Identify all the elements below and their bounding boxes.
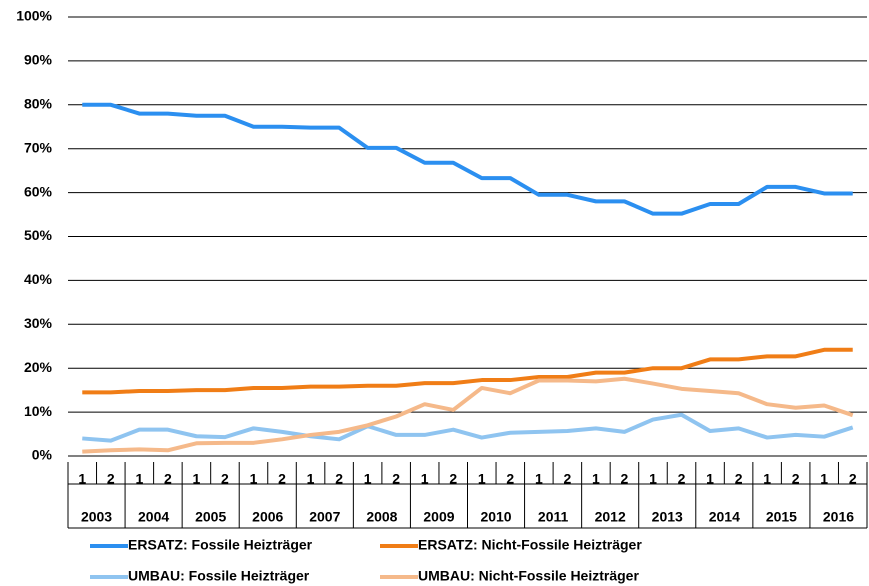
series-line — [82, 102, 853, 216]
x-tick-label: 2 — [563, 471, 571, 487]
x-tick-label: 2 — [506, 471, 514, 487]
legend-label: ERSATZ: Nicht-Fossile Heizträger — [418, 537, 642, 553]
year-label: 2007 — [309, 509, 340, 525]
year-label: 2013 — [652, 509, 683, 525]
legend-label: ERSATZ: Fossile Heizträger — [128, 537, 313, 553]
x-tick-label: 1 — [135, 471, 143, 487]
x-tick-label: 2 — [449, 471, 457, 487]
x-tick-label: 1 — [592, 471, 600, 487]
year-label: 2014 — [709, 509, 740, 525]
x-tick-label: 1 — [535, 471, 543, 487]
x-tick-label: 2 — [107, 471, 115, 487]
x-tick-label: 2 — [221, 471, 229, 487]
y-tick-label: 40% — [24, 271, 53, 287]
x-tick-label: 1 — [250, 471, 258, 487]
x-tick-label: 2 — [164, 471, 172, 487]
x-tick-label: 1 — [763, 471, 771, 487]
series-line — [82, 347, 853, 395]
x-tick-label: 1 — [649, 471, 657, 487]
legend-label: UMBAU: Fossile Heizträger — [128, 568, 310, 584]
series-line — [82, 376, 854, 454]
x-tick-label: 1 — [478, 471, 486, 487]
y-tick-label: 10% — [24, 403, 53, 419]
year-label: 2016 — [823, 509, 854, 525]
year-label: 2011 — [538, 509, 569, 525]
x-tick-label: 2 — [678, 471, 686, 487]
year-label: 2008 — [366, 509, 397, 525]
x-tick-label: 2 — [335, 471, 343, 487]
y-tick-label: 60% — [24, 183, 53, 199]
x-tick-label: 1 — [706, 471, 714, 487]
y-tick-label: 70% — [24, 139, 53, 155]
year-label: 2015 — [766, 509, 797, 525]
series-line — [82, 412, 854, 443]
x-tick-label: 2 — [735, 471, 743, 487]
year-label: 2006 — [252, 509, 283, 525]
year-label: 2003 — [81, 509, 112, 525]
y-tick-label: 50% — [24, 227, 53, 243]
year-label: 2009 — [423, 509, 454, 525]
x-tick-label: 1 — [820, 471, 828, 487]
year-label: 2005 — [195, 509, 226, 525]
legend-label: UMBAU: Nicht-Fossile Heizträger — [418, 568, 639, 584]
x-tick-label: 2 — [392, 471, 400, 487]
x-tick-label: 1 — [421, 471, 429, 487]
y-tick-label: 20% — [24, 359, 53, 375]
x-tick-label: 2 — [849, 471, 857, 487]
x-tick-label: 1 — [78, 471, 86, 487]
y-tick-label: 80% — [24, 96, 53, 112]
year-label: 2012 — [595, 509, 626, 525]
x-tick-label: 2 — [621, 471, 629, 487]
y-tick-label: 100% — [16, 8, 52, 24]
y-tick-label: 30% — [24, 315, 53, 331]
x-tick-label: 2 — [278, 471, 286, 487]
year-label: 2004 — [138, 509, 169, 525]
year-label: 2010 — [480, 509, 511, 525]
x-tick-label: 2 — [792, 471, 800, 487]
x-tick-label: 1 — [193, 471, 201, 487]
x-tick-label: 1 — [307, 471, 315, 487]
y-tick-label: 90% — [24, 52, 53, 68]
y-tick-label: 0% — [32, 447, 53, 463]
x-tick-label: 1 — [364, 471, 372, 487]
